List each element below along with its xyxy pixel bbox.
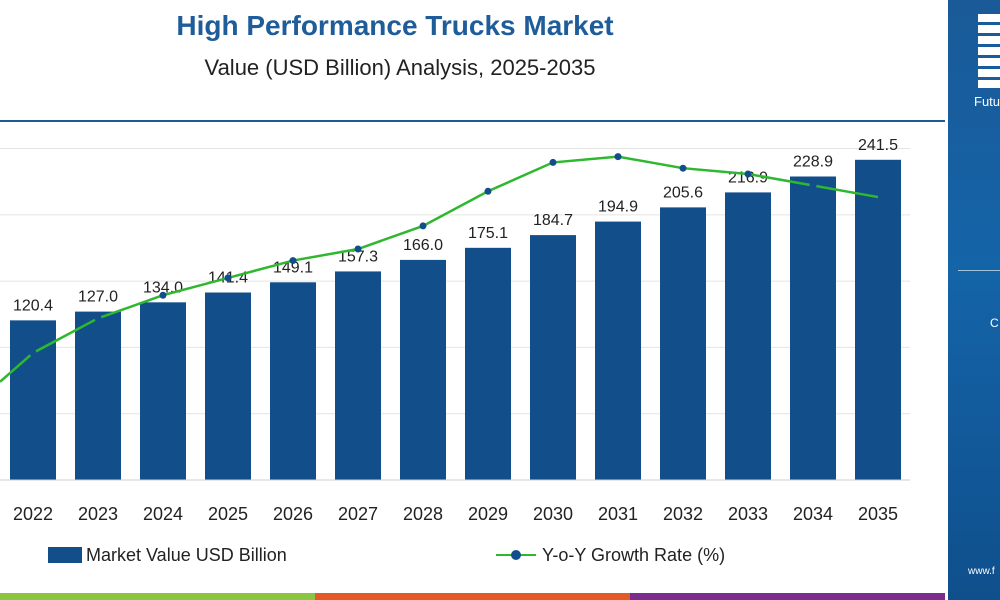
- bar-value-label: 241.5: [858, 137, 898, 154]
- side-panel: Futu: [948, 0, 1000, 600]
- x-tick-label: 2032: [663, 504, 703, 524]
- x-tick-label: 2027: [338, 504, 378, 524]
- bar: [595, 221, 641, 480]
- x-tick-label: 2034: [793, 504, 833, 524]
- bar-value-label: 166.0: [403, 237, 443, 254]
- x-tick-label: 2024: [143, 504, 183, 524]
- bar-value-label: 194.9: [598, 199, 638, 216]
- bar: [790, 176, 836, 481]
- bar: [400, 259, 446, 480]
- legend-line-swatch: [496, 547, 536, 563]
- legend-line-label: Y-o-Y Growth Rate (%): [542, 544, 726, 565]
- bar-value-label: 228.9: [793, 153, 833, 170]
- bar: [10, 320, 56, 480]
- x-tick-label: 2030: [533, 504, 573, 524]
- x-tick-label: 2033: [728, 504, 768, 524]
- bar: [335, 271, 381, 480]
- growth-point: [744, 170, 752, 178]
- growth-point: [289, 257, 297, 265]
- bar-value-label: 157.3: [338, 248, 378, 265]
- x-tick-label: 2022: [13, 504, 53, 524]
- bar-value-label: 120.4: [13, 297, 53, 314]
- growth-point: [419, 222, 427, 230]
- side-url: www.f: [968, 566, 995, 577]
- bar-value-label: 205.6: [663, 184, 703, 201]
- growth-point: [29, 349, 37, 357]
- bar: [725, 192, 771, 480]
- bar: [75, 311, 121, 480]
- chart-area: 120.4127.0134.0141.4149.1157.3166.0175.1…: [0, 137, 910, 524]
- chart-title: High Performance Trucks Market: [176, 10, 614, 41]
- growth-point: [809, 182, 817, 190]
- footer-strip-orange: [315, 593, 630, 600]
- bar: [660, 207, 706, 480]
- growth-point: [614, 153, 622, 161]
- chart-subtitle: Value (USD Billion) Analysis, 2025-2035: [204, 55, 596, 80]
- legend-line: Y-o-Y Growth Rate (%): [496, 540, 725, 570]
- x-tick-label: 2023: [78, 504, 118, 524]
- legend-bar-label: Market Value USD Billion: [86, 544, 287, 565]
- side-logo-text: Futu: [974, 94, 1000, 109]
- growth-point: [354, 245, 362, 253]
- growth-point: [484, 187, 492, 195]
- x-tick-label: 2025: [208, 504, 248, 524]
- bar-value-label: 127.0: [78, 289, 118, 306]
- footer-strip-green: [0, 593, 315, 600]
- x-tick-label: 2026: [273, 504, 313, 524]
- x-tick-label: 2029: [468, 504, 508, 524]
- legend-bar: Market Value USD Billion: [48, 540, 287, 570]
- footer-color-strip: [0, 593, 945, 600]
- growth-point: [224, 274, 232, 282]
- x-tick-label: 2035: [858, 504, 898, 524]
- bar: [140, 302, 186, 480]
- brand-logo-icon: [978, 14, 1000, 88]
- bar: [205, 292, 251, 480]
- growth-point: [159, 291, 167, 299]
- legend-bar-swatch: [48, 547, 82, 563]
- header-divider: [0, 120, 945, 122]
- growth-point: [94, 314, 102, 322]
- bar: [855, 159, 901, 480]
- bar-value-label: 184.7: [533, 212, 573, 229]
- side-divider: [958, 270, 1000, 271]
- bar: [270, 282, 316, 480]
- x-tick-label: 2028: [403, 504, 443, 524]
- growth-point: [679, 164, 687, 172]
- x-tick-label: 2031: [598, 504, 638, 524]
- side-mid-text: C: [990, 316, 999, 330]
- footer-strip-purple: [630, 593, 945, 600]
- bar: [530, 235, 576, 480]
- bar: [465, 247, 511, 480]
- bar-value-label: 175.1: [468, 225, 508, 242]
- growth-point: [549, 158, 557, 166]
